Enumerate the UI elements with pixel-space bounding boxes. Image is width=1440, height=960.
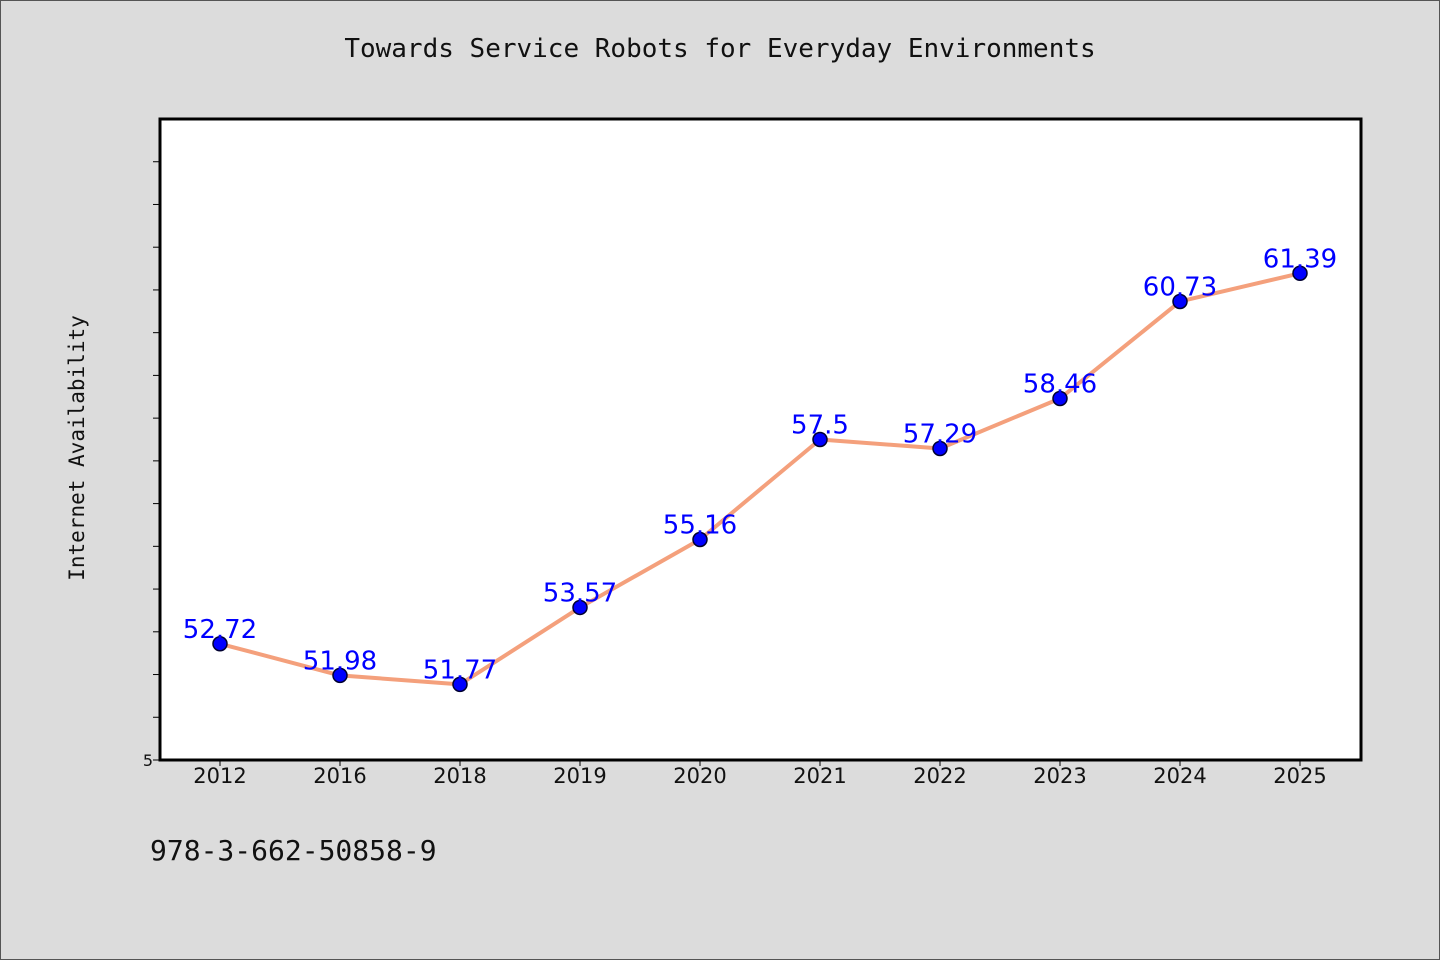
y-tick-label: 5 [143,751,153,770]
x-tick-label: 2021 [793,764,846,788]
data-label: 51.98 [303,646,377,676]
data-point [572,599,588,616]
series-line [219,271,1301,687]
data-point [1292,265,1308,282]
data-label: 55.16 [663,510,737,540]
data-label: 58.46 [1023,369,1097,399]
data-point [1172,293,1188,310]
data-label: 52.72 [183,615,257,645]
x-tick-label: 2018 [433,764,486,788]
chart-title: Towards Service Robots for Everyday Envi… [344,34,1096,64]
data-points [212,265,1308,693]
data-point [212,636,228,652]
data-label: 61.39 [1263,244,1337,274]
x-axis-ticks: 2012 2016 2018 2019 2020 2021 2022 2023 2024 2025 [193,760,1327,788]
x-tick-label: 2025 [1273,764,1326,788]
data-labels: 52.72 51.98 51.77 53.57 55.16 57.5 57.29 58.46 6… [183,244,1337,685]
data-label: 51.77 [423,655,497,685]
x-tick-label: 2019 [553,764,606,788]
y-axis-ticks [153,161,160,761]
data-point [932,440,948,457]
x-tick-label: 2016 [313,764,366,788]
isbn-text: 978-3-662-50858-9 [150,834,437,867]
plot-area [158,117,1363,762]
data-point [332,667,348,684]
data-point [1052,390,1068,407]
data-label: 57.5 [791,411,849,441]
data-point [812,431,828,448]
data-label: 57.29 [903,419,977,449]
data-point [452,676,468,693]
x-tick-label: 2012 [193,764,246,788]
x-tick-label: 2023 [1033,764,1086,788]
data-label: 53.57 [543,578,617,608]
data-label: 60.73 [1143,272,1217,302]
x-tick-label: 2020 [673,764,726,788]
x-tick-label: 2024 [1153,764,1206,788]
x-tick-label: 2022 [913,764,966,788]
data-point [692,531,708,548]
